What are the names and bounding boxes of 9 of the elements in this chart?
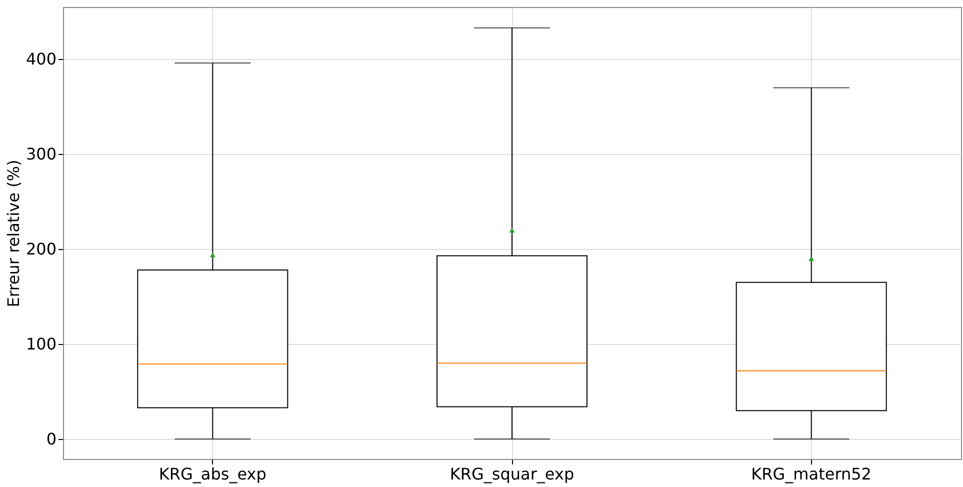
y-axis-title: Erreur relative (%)	[4, 160, 23, 308]
x-tick-label: KRG_squar_exp	[450, 464, 574, 484]
x-tick-label: KRG_abs_exp	[158, 464, 266, 484]
x-tick-label: KRG_matern52	[751, 464, 872, 484]
y-tick-label: 300	[26, 144, 56, 164]
y-tick-label: 0	[46, 430, 56, 449]
y-tick-label: 100	[26, 334, 56, 354]
y-tick-label: 200	[26, 240, 56, 259]
y-tick-label: 400	[26, 50, 56, 69]
